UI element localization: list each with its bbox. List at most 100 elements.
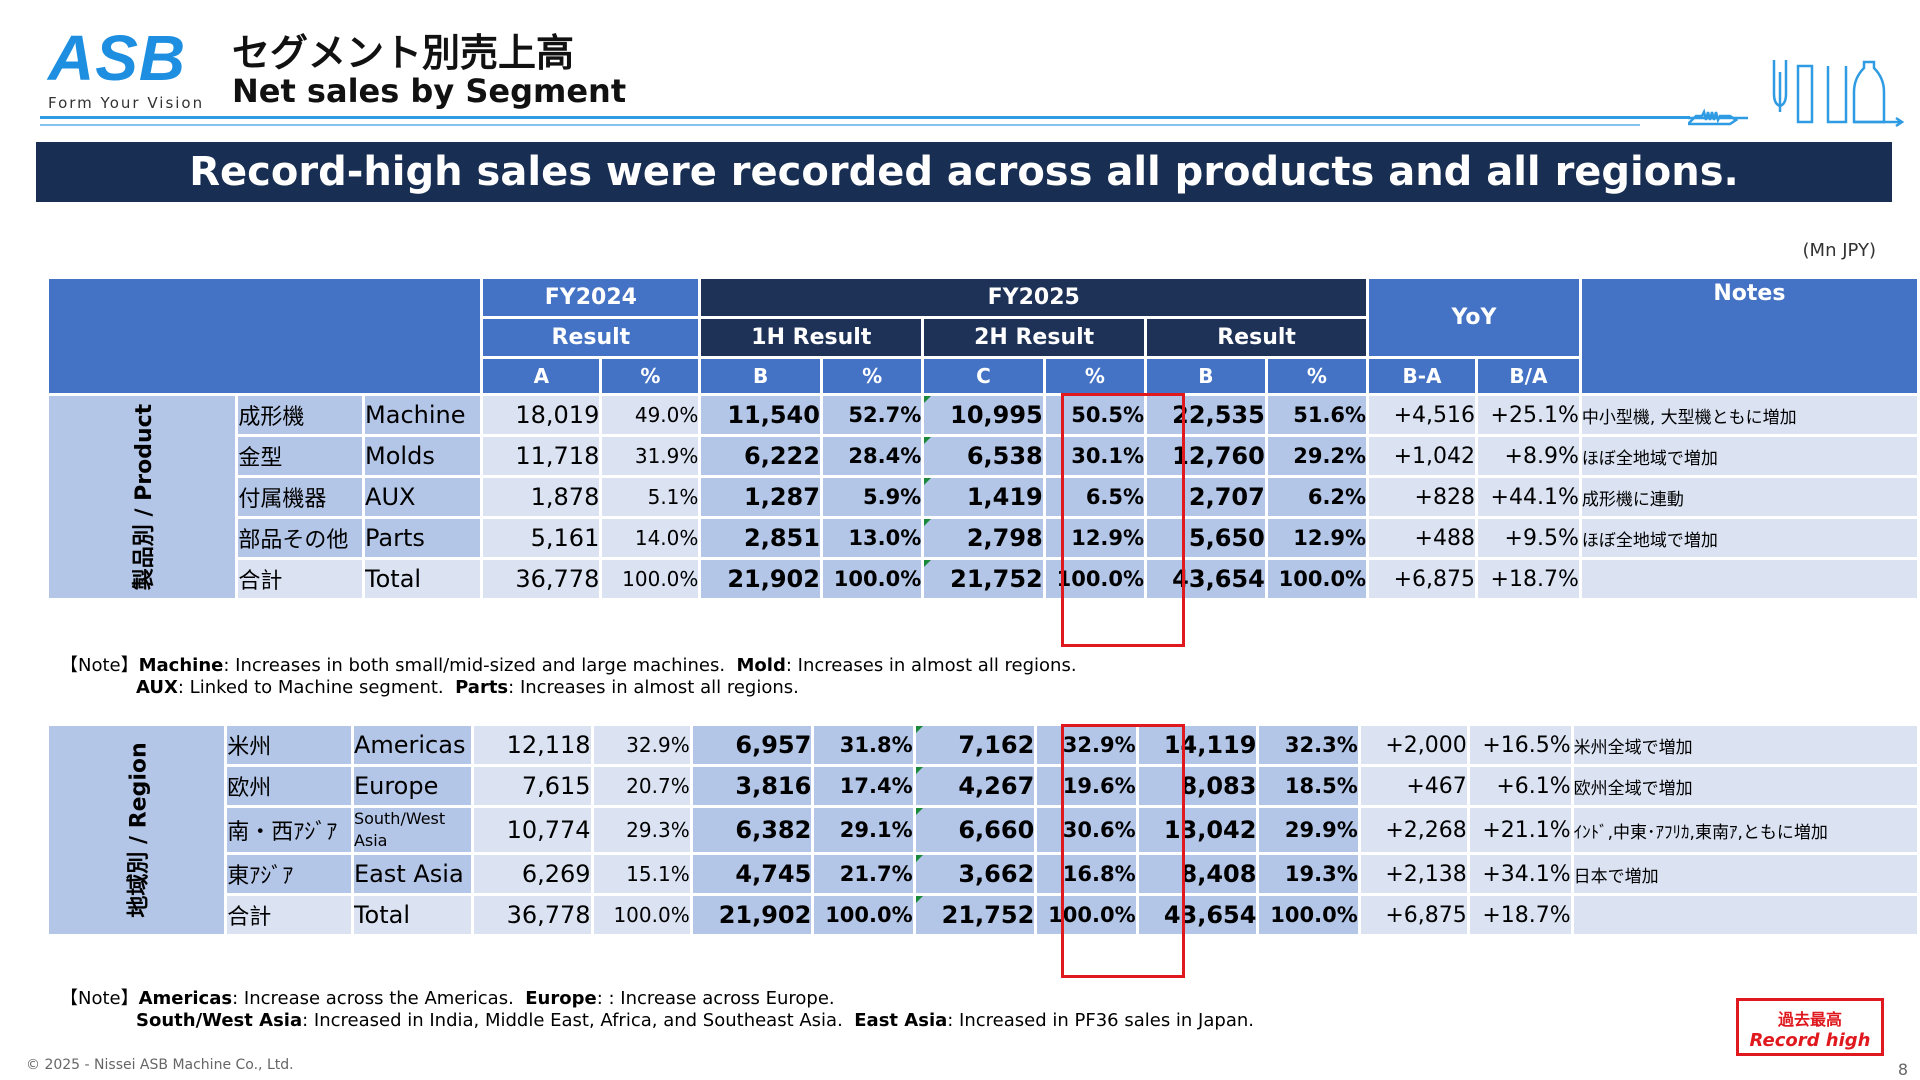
h2-value: 10,995 (924, 396, 1043, 434)
note-prefix: 【Note】 (60, 988, 139, 1009)
h1-pct: 100.0% (822, 560, 922, 598)
header-fy2024: FY2024 (483, 279, 699, 316)
h1-value: 1,287 (701, 478, 820, 516)
note-term: Europe (525, 988, 597, 1009)
subheader-3: % (822, 359, 922, 393)
fy2025-pct: 100.0% (1267, 560, 1367, 598)
yoy-ratio: +25.1% (1477, 396, 1579, 434)
region-sales-table: 地域別 / Region 米州 Americas 12,118 32.9% 6,957 31… (46, 723, 1920, 937)
h1-value: 3,816 (692, 767, 812, 805)
fy2024-value: 18,019 (483, 396, 600, 434)
table-row: 地域別 / Region 米州 Americas 12,118 32.9% 6,957 31… (49, 726, 1917, 934)
fy2024-value: 12,118 (474, 726, 591, 764)
h1-pct: 28.4% (822, 437, 922, 475)
table-row: 欧州 Europe 7,615 20.7% 3,816 17.4% 4,267 19.6% 8,… (49, 767, 1917, 805)
fy2024-value: 36,778 (483, 560, 600, 598)
fy2025-value: 14,119 (1138, 726, 1257, 764)
fy2025-value: 22,535 (1147, 396, 1265, 434)
category-en: Total (353, 896, 472, 934)
fy2024-pct: 49.0% (602, 396, 699, 434)
h2-pct: 19.6% (1037, 767, 1136, 805)
page-title-jp: セグメント別売上高 (232, 31, 575, 75)
h2-value: 1,419 (924, 478, 1043, 516)
fy2025-pct: 29.9% (1259, 808, 1358, 852)
subheader-7: % (1267, 359, 1367, 393)
fy2024-value: 10,774 (474, 808, 591, 852)
fy2024-value: 5,161 (483, 519, 600, 557)
header-yoy: YoY (1369, 279, 1579, 356)
note-term: Mold (736, 655, 786, 676)
h2-value: 7,162 (915, 726, 1035, 764)
fy2024-pct: 5.1% (602, 478, 699, 516)
product-note: 【Note】Machine: Increases in both small/m… (60, 655, 1077, 699)
group-label-cell: 製品別 / Product (49, 396, 236, 598)
note-term: South/West Asia (136, 1010, 303, 1031)
yoy-ratio: +44.1% (1477, 478, 1579, 516)
unit-label: (Mn JPY) (1802, 240, 1876, 261)
subheader-2: B (701, 359, 820, 393)
logo-tagline: Form Your Vision (48, 94, 205, 112)
h1-value: 4,745 (692, 855, 812, 893)
h2-value: 6,538 (924, 437, 1043, 475)
fy2025-value: 13,042 (1138, 808, 1257, 852)
category-jp: 欧州 (227, 767, 351, 805)
fy2025-value: 8,408 (1138, 855, 1257, 893)
category-jp: 南・西ｱｼﾞｱ (227, 808, 351, 852)
header-corner (49, 279, 481, 393)
category-en: South/West Asia (353, 808, 472, 852)
note-term: Parts (455, 677, 509, 698)
table-row: 東ｱｼﾞｱ East Asia 6,269 15.1% 4,745 21.7% 3,662 1… (49, 855, 1917, 893)
fy2025-pct: 18.5% (1259, 767, 1358, 805)
subheader-0: A (483, 359, 600, 393)
category-jp: 合計 (238, 560, 363, 598)
record-high-highlight-product (1061, 393, 1185, 647)
note-text: : Increase across the Americas. (232, 988, 526, 1009)
table-row: 製品別 / Product 成形機 Machine 18,019 49.0% 11,540… (49, 396, 1917, 598)
fy2024-pct: 32.9% (593, 726, 690, 764)
fy2025-value: 43,654 (1138, 896, 1257, 934)
note-text: : Increases in both small/mid-sized and … (223, 655, 737, 676)
note-term: Machine (138, 655, 224, 676)
table-row: 付属機器 AUX 1,878 5.1% 1,287 5.9% 1,419 6.5% 2,707 6… (49, 478, 1917, 516)
table-row: 部品その他 Parts 5,161 14.0% 2,851 13.0% 2,798 12.9%… (49, 519, 1917, 557)
group-label: 地域別 / Region (126, 742, 152, 918)
table-row: 合計 Total 36,778 100.0% 21,902 100.0% 21,752 100… (49, 560, 1917, 598)
category-en: Machine (365, 396, 481, 434)
note-cell: ｲﾝﾄﾞ,中東･ｱﾌﾘｶ,東南ｱ,ともに増加 (1573, 808, 1917, 852)
note-cell (1581, 560, 1917, 598)
fy2025-pct: 12.9% (1267, 519, 1367, 557)
h1-value: 21,902 (692, 896, 812, 934)
header-2h-result: 2H Result (924, 319, 1145, 356)
category-jp: 金型 (238, 437, 363, 475)
yoy-diff: +6,875 (1369, 560, 1475, 598)
yoy-diff: +2,000 (1360, 726, 1467, 764)
h1-value: 11,540 (701, 396, 820, 434)
category-jp: 付属機器 (238, 478, 363, 516)
note-cell: 中小型機, 大型機ともに増加 (1581, 396, 1917, 434)
h1-value: 2,851 (701, 519, 820, 557)
note-text: : Increases in almost all regions. (785, 655, 1077, 676)
subheader-6: B (1147, 359, 1265, 393)
page-number: 8 (1897, 1060, 1908, 1079)
category-jp: 部品その他 (238, 519, 363, 557)
fy2025-value: 5,650 (1147, 519, 1265, 557)
yoy-ratio: +18.7% (1469, 896, 1571, 934)
note-cell: 日本で増加 (1573, 855, 1917, 893)
record-high-legend: 過去最高 Record high (1736, 998, 1884, 1056)
table-row: 南・西ｱｼﾞｱ South/West Asia 10,774 29.3% 6,382 29… (49, 808, 1917, 852)
asb-logo: ASB Form Your Vision (48, 26, 208, 112)
note-text: : Increases in almost all regions. (508, 677, 799, 698)
yoy-ratio: +34.1% (1469, 855, 1571, 893)
logo-mark: ASB (48, 22, 187, 94)
note-cell (1573, 896, 1917, 934)
subheader-9: B/A (1477, 359, 1579, 393)
note-cell: ほぼ全地域で増加 (1581, 437, 1917, 475)
category-en: Americas (353, 726, 472, 764)
subheader-5: % (1045, 359, 1145, 393)
header-1h-result: 1H Result (701, 319, 922, 356)
bottle-preform-icon (1688, 60, 1905, 128)
category-jp: 合計 (227, 896, 351, 934)
yoy-ratio: +9.5% (1477, 519, 1579, 557)
category-en: Molds (365, 437, 481, 475)
fy2024-value: 6,269 (474, 855, 591, 893)
